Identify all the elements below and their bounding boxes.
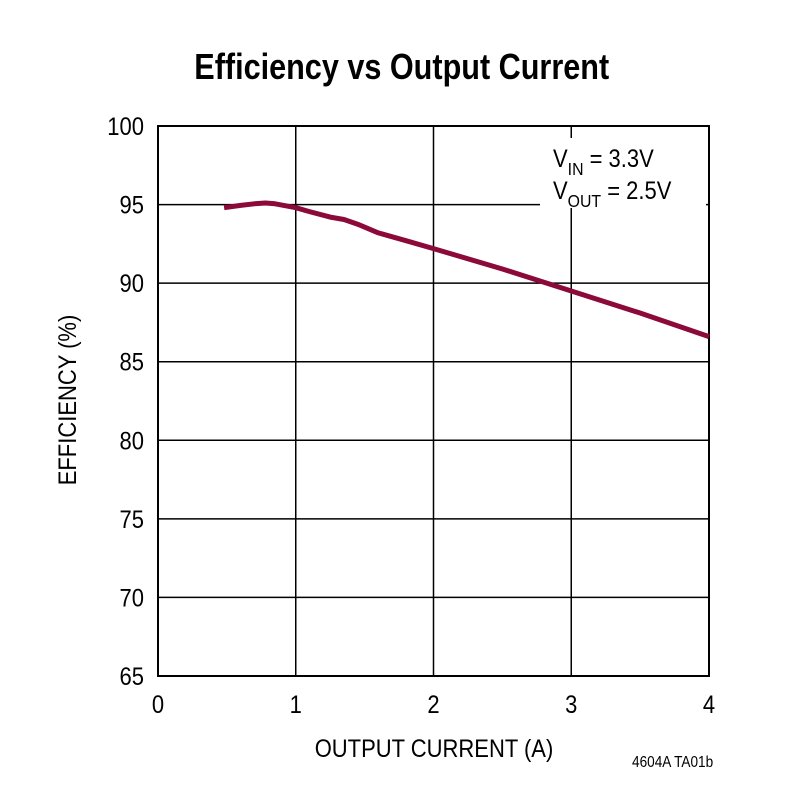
svg-text:VOUT = 2.5V: VOUT = 2.5V	[553, 177, 672, 212]
y-tick-label: 70	[120, 584, 144, 612]
y-tick-label: 95	[120, 191, 144, 219]
plot-frame	[157, 125, 710, 677]
y-tick-label: 75	[120, 506, 144, 534]
y-tick-labels: 65 70 75 80 85 90 95 100	[107, 113, 144, 691]
x-tick-label: 4	[703, 691, 715, 719]
x-axis-title: OUTPUT CURRENT (A)	[315, 735, 554, 763]
svg-text:VIN = 3.3V: VIN = 3.3V	[553, 145, 654, 180]
annotation-line2-main: V	[553, 177, 568, 205]
y-tick-label: 65	[120, 663, 144, 691]
series-layer	[223, 200, 710, 339]
annotation-line1-rest: = 3.3V	[583, 145, 654, 173]
grid	[158, 126, 709, 676]
annotation-background	[540, 138, 706, 208]
y-tick-label: 85	[120, 348, 144, 376]
y-axis-title: EFFICIENCY (%)	[54, 315, 82, 486]
annotation-line2-rest: = 2.5V	[601, 177, 672, 205]
annotation: VIN = 3.3V VOUT = 2.5V	[553, 145, 672, 212]
chart-title: Efficiency vs Output Current	[194, 46, 610, 87]
y-tick-label: 100	[107, 113, 144, 141]
x-tick-label: 1	[290, 691, 302, 719]
annotation-line1-main: V	[553, 145, 568, 173]
annotation-line2-sub: OUT	[568, 191, 601, 211]
x-tick-label: 3	[565, 691, 577, 719]
plot-border	[157, 125, 710, 677]
y-tick-label: 80	[120, 427, 144, 455]
x-tick-label: 2	[427, 691, 439, 719]
annotation-line1-sub: IN	[568, 159, 584, 179]
y-tick-label: 90	[120, 270, 144, 298]
efficiency-series-line	[223, 200, 710, 339]
x-tick-labels: 0 1 2 3 4	[152, 691, 715, 719]
x-tick-label: 0	[152, 691, 164, 719]
figure-id: 4604A TA01b	[632, 754, 714, 771]
